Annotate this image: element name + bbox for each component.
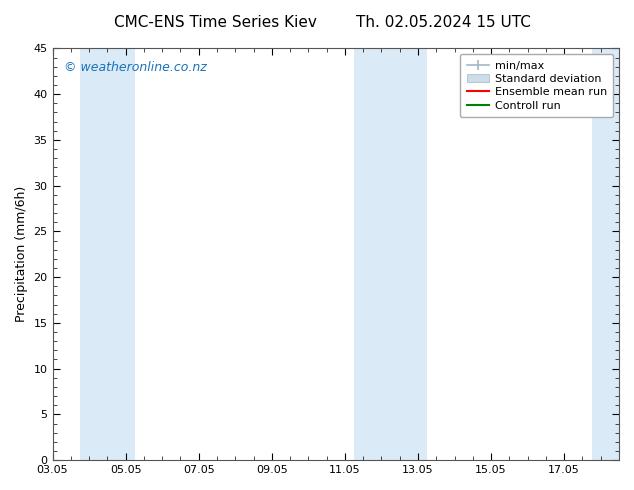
Legend: min/max, Standard deviation, Ensemble mean run, Controll run: min/max, Standard deviation, Ensemble me… xyxy=(460,54,614,117)
Bar xyxy=(592,49,619,460)
Bar xyxy=(80,49,135,460)
Text: © weatheronline.co.nz: © weatheronline.co.nz xyxy=(64,61,207,74)
Text: Th. 02.05.2024 15 UTC: Th. 02.05.2024 15 UTC xyxy=(356,15,531,30)
Bar xyxy=(354,49,427,460)
Text: CMC-ENS Time Series Kiev: CMC-ENS Time Series Kiev xyxy=(114,15,317,30)
Y-axis label: Precipitation (mm/6h): Precipitation (mm/6h) xyxy=(15,186,28,322)
